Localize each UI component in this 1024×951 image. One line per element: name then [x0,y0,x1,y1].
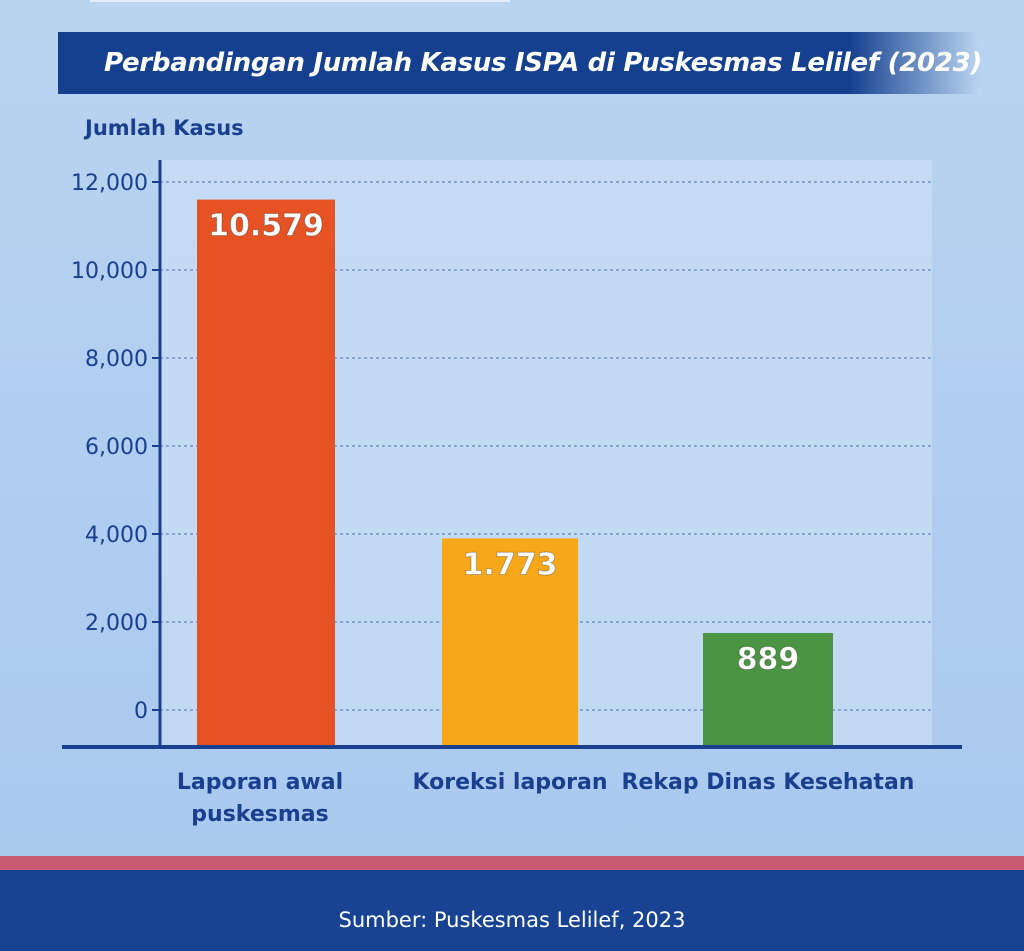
bar [703,633,833,745]
y-tick-label: 2,000 [85,611,148,636]
chart-title: Perbandingan Jumlah Kasus ISPA di Puskes… [104,48,982,78]
data-label: 1.773 [463,547,558,582]
chart-area: Jumlah Kasus 0 2,000 4,000 6,000 8,000 10,000 1… [0,100,1024,840]
top-decoration-line [90,0,510,2]
source-text: Sumber: Puskesmas Lelilef, 2023 [338,907,686,932]
data-label: 889 [737,642,800,677]
bar [197,199,335,746]
y-tick-label: 4,000 [85,523,148,548]
y-tick-label: 12,000 [71,171,148,196]
category-label: Rekap Dinas Kesehatan [622,770,915,795]
category-label: puskesmas [191,802,328,827]
title-bar: Perbandingan Jumlah Kasus ISPA di Puskes… [58,32,982,94]
y-tick-label: 0 [134,699,148,724]
data-label: 10.579 [208,209,324,244]
y-tick-label: 10,000 [71,259,148,284]
category-label: Koreksi laporan [412,770,607,795]
bar-chart: Jumlah Kasus 0 2,000 4,000 6,000 8,000 10,000 1… [62,116,962,827]
bar [442,538,578,745]
category-label: Laporan awal [177,770,343,795]
footer-stripe [0,856,1024,870]
y-tick-label: 8,000 [85,347,148,372]
y-axis-label: Jumlah Kasus [83,116,244,140]
footer-bar: Sumber: Puskesmas Lelilef, 2023 [0,870,1024,951]
y-tick-label: 6,000 [85,435,148,460]
